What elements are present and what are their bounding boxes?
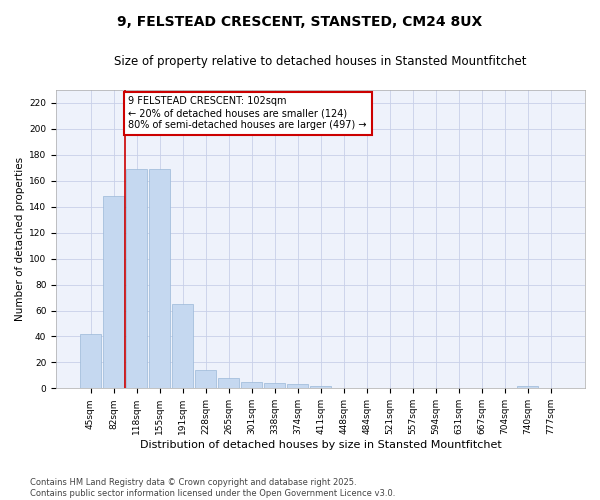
Bar <box>149 169 170 388</box>
Bar <box>241 382 262 388</box>
Text: 9, FELSTEAD CRESCENT, STANSTED, CM24 8UX: 9, FELSTEAD CRESCENT, STANSTED, CM24 8UX <box>118 15 482 29</box>
Y-axis label: Number of detached properties: Number of detached properties <box>15 157 25 321</box>
Title: Size of property relative to detached houses in Stansted Mountfitchet: Size of property relative to detached ho… <box>115 55 527 68</box>
Bar <box>103 196 124 388</box>
Bar <box>264 383 285 388</box>
Bar <box>218 378 239 388</box>
Bar <box>310 386 331 388</box>
Bar <box>172 304 193 388</box>
Text: 9 FELSTEAD CRESCENT: 102sqm
← 20% of detached houses are smaller (124)
80% of se: 9 FELSTEAD CRESCENT: 102sqm ← 20% of det… <box>128 96 367 130</box>
Bar <box>517 386 538 388</box>
Text: Contains HM Land Registry data © Crown copyright and database right 2025.
Contai: Contains HM Land Registry data © Crown c… <box>30 478 395 498</box>
Bar <box>80 334 101 388</box>
Bar <box>287 384 308 388</box>
X-axis label: Distribution of detached houses by size in Stansted Mountfitchet: Distribution of detached houses by size … <box>140 440 502 450</box>
Bar <box>195 370 216 388</box>
Bar <box>126 169 147 388</box>
